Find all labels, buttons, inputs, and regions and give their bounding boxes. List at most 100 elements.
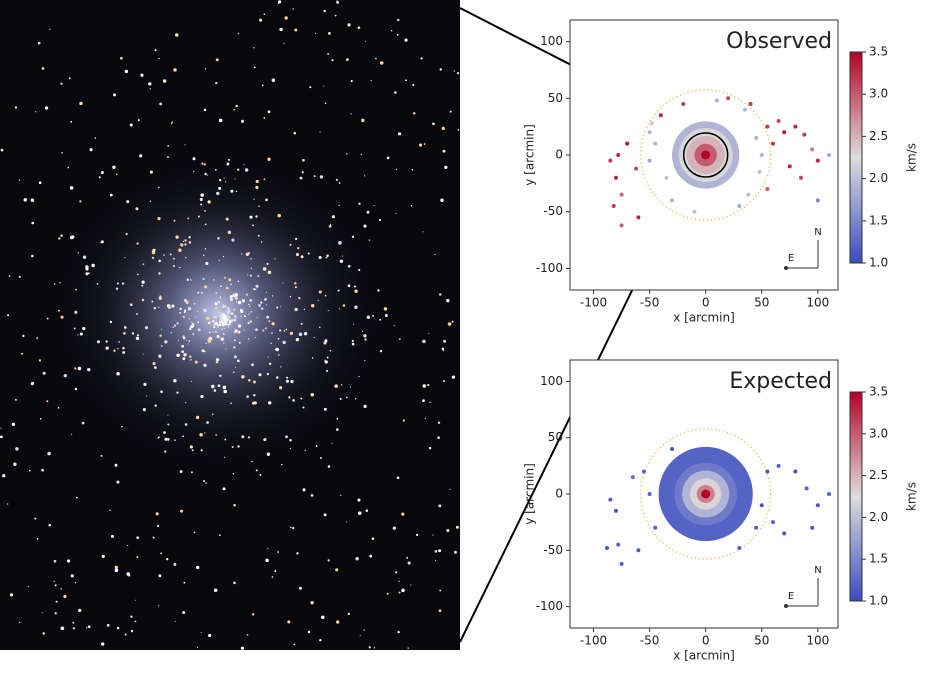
colorbar-tick-label: 1.0: [869, 256, 888, 270]
star: [238, 281, 239, 282]
star: [186, 340, 187, 341]
star: [231, 319, 233, 321]
star-point: [816, 159, 820, 163]
star: [342, 256, 343, 257]
star: [296, 552, 298, 554]
star: [164, 340, 167, 343]
star: [299, 333, 303, 337]
star: [289, 439, 291, 441]
star: [334, 384, 338, 388]
star: [174, 324, 176, 326]
star: [70, 186, 74, 190]
star: [99, 176, 101, 178]
star: [102, 555, 105, 558]
star: [265, 327, 267, 329]
star: [319, 290, 322, 293]
star-point: [653, 142, 657, 146]
star: [328, 465, 331, 468]
star: [328, 32, 331, 35]
star: [203, 364, 206, 367]
star: [220, 315, 223, 318]
compass-dot: [784, 604, 788, 608]
star: [158, 307, 159, 308]
star: [361, 119, 364, 122]
star: [79, 200, 81, 202]
star: [74, 311, 77, 314]
star: [278, 2, 280, 4]
star: [127, 545, 128, 546]
compass-east: E: [788, 253, 794, 264]
star: [155, 405, 157, 407]
star: [54, 581, 55, 582]
star: [148, 82, 151, 85]
star: [358, 269, 360, 271]
star: [219, 260, 220, 261]
star: [28, 586, 29, 587]
star: [82, 422, 85, 425]
star: [228, 316, 230, 318]
star: [217, 327, 218, 328]
star: [159, 297, 162, 300]
star: [223, 333, 225, 335]
star: [348, 613, 350, 615]
star: [19, 276, 21, 278]
star: [294, 308, 297, 311]
star: [197, 647, 198, 648]
star: [398, 132, 401, 135]
star: [448, 322, 452, 326]
star: [216, 192, 219, 195]
star: [408, 561, 411, 564]
star: [29, 470, 31, 472]
star-point: [746, 193, 750, 197]
star: [113, 350, 115, 352]
star: [295, 238, 297, 240]
star: [15, 106, 17, 108]
star: [371, 80, 372, 81]
star: [246, 253, 249, 256]
star: [350, 113, 351, 114]
star: [58, 237, 60, 239]
star: [10, 593, 13, 596]
star: [100, 242, 101, 243]
star: [151, 301, 153, 303]
star: [150, 201, 151, 202]
star: [90, 148, 93, 151]
star: [357, 499, 360, 502]
star: [290, 527, 292, 529]
star: [200, 193, 204, 197]
star: [434, 254, 435, 255]
x-tick-label: -50: [640, 634, 660, 648]
star: [67, 559, 70, 562]
star-point: [771, 520, 775, 524]
colorbar-tick-label: 2.0: [869, 171, 888, 185]
star: [171, 123, 172, 124]
star: [281, 464, 282, 465]
star: [253, 381, 256, 384]
colorbar-tick-label: 3.0: [869, 87, 888, 101]
star: [324, 408, 327, 411]
star: [209, 332, 211, 334]
star: [184, 243, 186, 245]
star: [143, 354, 144, 355]
star: [45, 106, 48, 109]
star: [323, 85, 324, 86]
star: [223, 322, 226, 325]
star: [171, 121, 173, 123]
colorbar-label: km/s: [905, 482, 919, 511]
star: [143, 408, 146, 411]
star: [233, 318, 236, 321]
star: [255, 289, 256, 290]
star-point: [625, 142, 629, 146]
star: [336, 0, 338, 2]
star: [256, 180, 259, 183]
star: [280, 366, 281, 367]
star: [9, 275, 11, 277]
star: [1, 149, 4, 152]
x-tick-label: -100: [580, 634, 607, 648]
compass-east: E: [788, 591, 794, 602]
star: [330, 350, 332, 352]
star: [42, 612, 43, 613]
star: [35, 111, 36, 112]
star: [380, 61, 383, 64]
star: [167, 415, 168, 416]
